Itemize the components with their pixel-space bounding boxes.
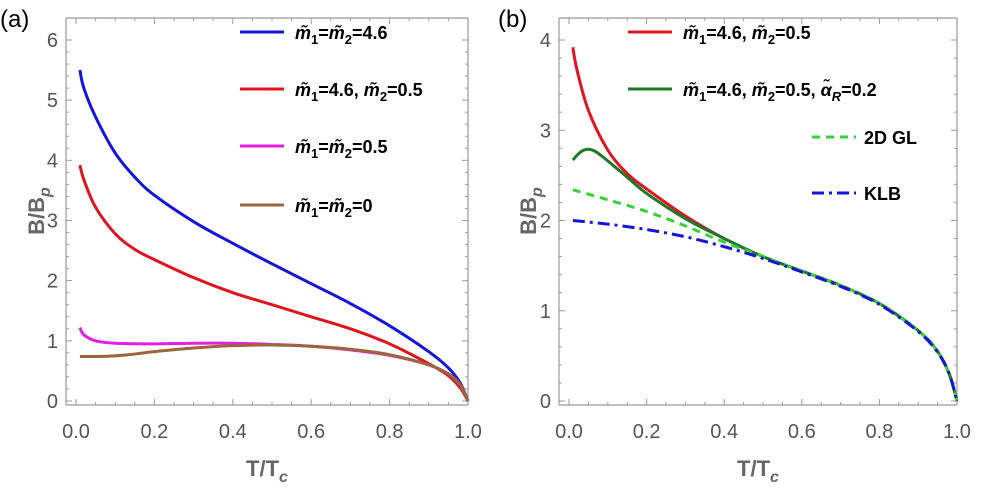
y-tick-label: 1 bbox=[47, 331, 58, 353]
y-tick-label: 3 bbox=[540, 120, 551, 142]
x-tick-label: 0.4 bbox=[710, 421, 738, 443]
panel-a-legend: m̃1=m̃2=4.6 m̃1=4.6, m̃2=0.5 m̃1=m̃2=0.5… bbox=[240, 23, 423, 220]
legend-label: m̃1=m̃2=0 bbox=[295, 196, 373, 220]
y-tick-label: 0 bbox=[540, 391, 551, 413]
x-tick-label: 0.4 bbox=[219, 421, 247, 443]
legend-label: m̃1=4.6, m̃2=0.5 bbox=[295, 80, 423, 104]
x-tick-label: 0.0 bbox=[62, 421, 90, 443]
panel-b-x-ticks: 0.0 0.2 0.4 0.6 0.8 1.0 bbox=[555, 18, 971, 443]
panel-b: (b) 0 1 2 3 4 0.0 0.2 0.4 0.6 0.8 1.0 B/Bp T/Tc m… bbox=[498, 6, 971, 486]
panel-a-label: (a) bbox=[0, 6, 29, 33]
x-tick-label: 0.6 bbox=[297, 421, 325, 443]
panel-a-x-ticks: 0.0 0.2 0.4 0.6 0.8 1.0 bbox=[62, 18, 482, 443]
series-line-3 bbox=[572, 219, 959, 402]
x-tick-label: 0.2 bbox=[633, 421, 661, 443]
x-tick-label: 0.8 bbox=[865, 421, 893, 443]
panel-b-series bbox=[571, 46, 959, 402]
panel-a-series bbox=[78, 69, 470, 402]
panel-a-y-ticks: 0 1 2 3 4 5 6 bbox=[47, 30, 468, 413]
y-tick-label: 0 bbox=[47, 391, 58, 413]
series-line-0 bbox=[571, 46, 959, 402]
y-tick-label: 6 bbox=[47, 30, 58, 52]
legend-label: m̃1=4.6, m̃2=0.5 bbox=[683, 23, 811, 47]
legend-item-red: m̃1=4.6, m̃2=0.5 bbox=[628, 23, 811, 47]
legend-item-red: m̃1=4.6, m̃2=0.5 bbox=[240, 80, 423, 104]
legend-label: m̃1=4.6, m̃2=0.5, α̃R=0.2 bbox=[683, 78, 877, 104]
legend-item-green: m̃1=4.6, m̃2=0.5, α̃R=0.2 bbox=[628, 78, 877, 104]
y-tick-label: 4 bbox=[47, 150, 58, 172]
series-line-2 bbox=[572, 188, 959, 402]
panel-b-x-label: T/Tc bbox=[737, 456, 779, 486]
panel-b-y-label: B/Bp bbox=[516, 187, 546, 235]
series-line-3 bbox=[79, 343, 470, 402]
y-tick-label: 1 bbox=[540, 301, 551, 323]
y-tick-label: 5 bbox=[47, 90, 58, 112]
legend-label: KLB bbox=[864, 184, 901, 204]
x-tick-label: 1.0 bbox=[454, 421, 482, 443]
panel-a: (a) 0 1 2 3 4 5 6 0.0 0.2 0.4 0.6 0.8 1.0 B/Bp T/Tc… bbox=[0, 6, 482, 486]
panel-a-y-label: B/Bp bbox=[24, 187, 54, 235]
legend-label: m̃1=m̃2=0.5 bbox=[295, 137, 388, 161]
legend-item-blue: m̃1=m̃2=4.6 bbox=[240, 23, 388, 47]
legend-item-klb: KLB bbox=[812, 184, 901, 204]
panel-b-label: (b) bbox=[498, 6, 527, 33]
legend-item-2dgl: 2D GL bbox=[812, 128, 917, 148]
x-tick-label: 0.0 bbox=[555, 421, 583, 443]
panel-a-x-label: T/Tc bbox=[246, 456, 288, 486]
legend-label: 2D GL bbox=[864, 128, 917, 148]
y-tick-label: 2 bbox=[540, 211, 551, 233]
legend-item-brown: m̃1=m̃2=0 bbox=[240, 196, 373, 220]
y-tick-label: 2 bbox=[47, 271, 58, 293]
legend-item-magenta: m̃1=m̃2=0.5 bbox=[240, 137, 388, 161]
x-tick-label: 0.8 bbox=[376, 421, 404, 443]
legend-label: m̃1=m̃2=4.6 bbox=[295, 23, 388, 47]
panel-b-legend: m̃1=4.6, m̃2=0.5 m̃1=4.6, m̃2=0.5, α̃R=0… bbox=[628, 23, 917, 204]
x-tick-label: 0.6 bbox=[788, 421, 816, 443]
series-line-0 bbox=[78, 69, 470, 402]
y-tick-label: 4 bbox=[540, 30, 551, 52]
x-tick-label: 0.2 bbox=[140, 421, 168, 443]
panel-b-y-ticks: 0 1 2 3 4 bbox=[540, 30, 957, 413]
y-tick-label: 3 bbox=[47, 211, 58, 233]
x-tick-label: 1.0 bbox=[943, 421, 971, 443]
series-line-1 bbox=[78, 164, 470, 402]
